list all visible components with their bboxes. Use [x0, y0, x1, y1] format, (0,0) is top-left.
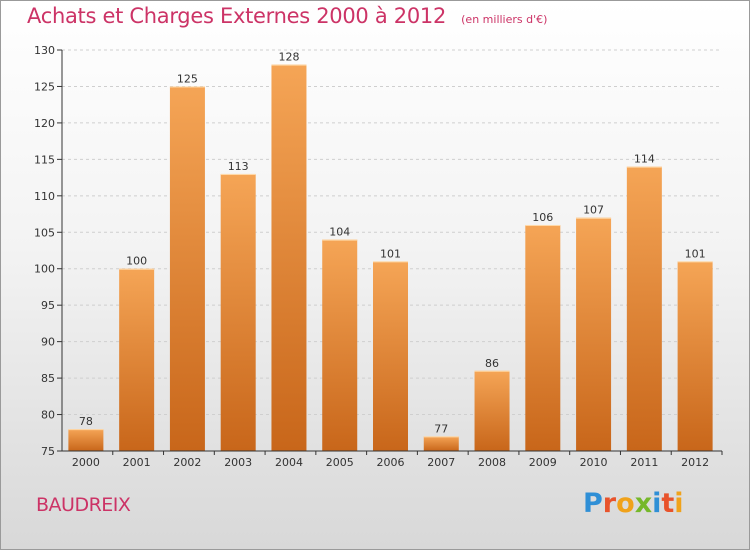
logo-letter: i: [674, 488, 684, 519]
y-tick-label: 80: [41, 409, 55, 422]
data-label: 101: [380, 247, 401, 260]
data-labels: 78 100 125 113 128 104 101 77 86 106 107 114 101: [79, 51, 706, 436]
logo-letter: t: [661, 488, 675, 519]
bars: [68, 64, 713, 452]
y-tick-label: 95: [41, 299, 55, 312]
y-tick-label: 125: [34, 80, 55, 93]
x-tick-label: 2001: [123, 456, 151, 469]
y-tick-label: 85: [41, 372, 55, 385]
x-tick-label: 2011: [630, 456, 658, 469]
bar: [220, 173, 256, 452]
data-label: 101: [685, 247, 706, 260]
bar: [373, 261, 408, 451]
data-label: 125: [177, 72, 198, 85]
bar: [68, 429, 104, 451]
x-tick-label: 2002: [173, 456, 201, 469]
logo-letter: i: [652, 488, 662, 519]
data-label: 107: [583, 204, 604, 217]
x-tick-label: 2012: [681, 456, 709, 469]
chart-subtitle: (en milliers d'€): [461, 13, 548, 26]
x-tick-label: 2010: [580, 456, 608, 469]
data-label: 77: [434, 422, 448, 435]
title-row: Achats et Charges Externes 2000 à 2012 (…: [27, 4, 547, 28]
bar: [525, 224, 561, 451]
bar: [626, 166, 662, 451]
data-label: 106: [532, 211, 553, 224]
y-tick-label: 110: [34, 190, 55, 203]
data-label: 104: [329, 226, 350, 239]
data-label: 114: [634, 153, 655, 166]
logo-letter: x: [634, 488, 653, 519]
data-label: 128: [278, 51, 299, 64]
chart-title: Achats et Charges Externes 2000 à 2012: [27, 4, 447, 28]
y-tick-label: 100: [34, 263, 55, 276]
bar: [119, 268, 155, 451]
y-tick-label: 90: [41, 336, 55, 349]
x-tick-label: 2007: [427, 456, 455, 469]
x-tick-label: 2008: [478, 456, 506, 469]
y-tick-label: 115: [34, 153, 55, 166]
axes: 75 80 85 90 95 100 105 110 115 120 125 130 2000 2001 2…: [34, 44, 723, 469]
x-tick-label: 2003: [224, 456, 252, 469]
y-tick-label: 75: [41, 445, 55, 458]
commune-name: BAUDREIX: [36, 494, 131, 516]
x-tick-label: 2006: [377, 456, 405, 469]
data-label: 113: [228, 160, 249, 173]
logo-letter: o: [616, 488, 635, 519]
logo-letter: r: [602, 488, 617, 519]
proxiti-logo[interactable]: Proxiti: [583, 488, 684, 519]
bar: [576, 217, 612, 451]
x-tick-label: 2009: [529, 456, 557, 469]
bar: [474, 370, 510, 451]
bar: [169, 86, 205, 452]
x-tick-label: 2005: [326, 456, 354, 469]
x-tick-label: 2000: [72, 456, 100, 469]
y-tick-label: 120: [34, 117, 55, 130]
bar: [677, 261, 713, 451]
data-label: 86: [485, 357, 499, 370]
data-label: 78: [79, 415, 93, 428]
bar: [423, 436, 459, 451]
bar: [271, 64, 307, 451]
data-label: 100: [126, 255, 147, 268]
logo-letter: P: [583, 488, 603, 519]
x-tick-label: 2004: [275, 456, 303, 469]
y-tick-label: 130: [34, 44, 55, 57]
y-tick-label: 105: [34, 226, 55, 239]
bar: [322, 239, 358, 451]
